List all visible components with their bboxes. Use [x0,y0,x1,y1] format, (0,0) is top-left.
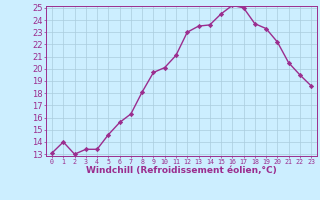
X-axis label: Windchill (Refroidissement éolien,°C): Windchill (Refroidissement éolien,°C) [86,166,277,175]
